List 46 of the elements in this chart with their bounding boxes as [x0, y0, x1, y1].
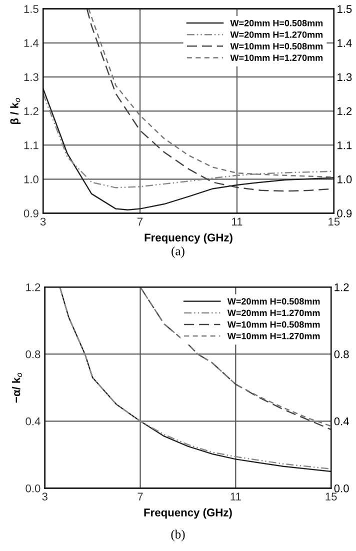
y-tick-label: 1.5 [24, 5, 38, 13]
x-tick-label: 11 [232, 218, 242, 226]
line-series [43, 93, 334, 188]
text: (a) [172, 246, 184, 258]
y-tick-label: 1.2 [24, 107, 38, 116]
x-tick-label: 7 [138, 492, 143, 500]
legend-label: W=10mm H=0.508mm [230, 43, 323, 50]
legend-label: W=20mm H=0.508mm [230, 20, 323, 26]
y-tick-label: 1.2 [26, 283, 40, 292]
y-tick-label: 1.1 [24, 141, 38, 150]
legend-label: W=10mm H=0.508mm [227, 321, 320, 328]
y2-tick-label: 0.0 [334, 484, 349, 492]
y2-tick-label: 1.5 [338, 5, 352, 13]
x-axis-title: Frequency (GHz) [144, 508, 232, 519]
legend-label: W=10mm H=1.270mm [227, 332, 320, 340]
legend-label: W=10mm H=1.270mm [230, 54, 323, 62]
x-tick-label: 7 [138, 218, 143, 226]
y-tick-label: 1.4 [24, 39, 39, 47]
y-tick-label: 0.0 [26, 484, 40, 492]
y2-tick-label: 0.8 [334, 350, 349, 358]
x-tick-label: 15 [326, 492, 337, 501]
y2-tick-label: 0.9 [337, 210, 352, 218]
legend-label: W=20mm H=1.270mm [227, 310, 320, 316]
x-tick-label: 3 [42, 492, 48, 501]
y-tick-label: 1.3 [24, 73, 38, 82]
y2-tick-label: 0.4 [334, 417, 349, 426]
y2-tick-label: 1.1 [338, 141, 352, 150]
legend-label: W=20mm H=1.270mm [230, 31, 323, 38]
y-tick-label: 0.8 [26, 350, 40, 358]
y2-tick-label: 1.0 [338, 175, 352, 184]
x-tick-label: 11 [230, 492, 241, 500]
y2-tick-label: 1.3 [338, 73, 352, 82]
y2-tick-label: 1.2 [334, 283, 349, 292]
y-axis-title: β / k$_{o}$ [10, 98, 21, 124]
line-series [43, 88, 334, 210]
y-tick-label: 0.9 [24, 210, 38, 218]
x-axis-title: Frequency (GHz) [144, 233, 232, 244]
y2-tick-label: 1.2 [338, 107, 352, 116]
legend-label: W=20mm H=0.508mm [227, 298, 320, 305]
y2-tick-label: 1.4 [338, 39, 352, 47]
x-tick-label: 15 [328, 218, 340, 226]
text: (b) [171, 530, 185, 542]
y-tick-label: 1.0 [24, 175, 38, 184]
y-tick-label: 0.4 [26, 417, 40, 426]
y-axis-title: −α/ k$_{o}$ [12, 372, 22, 403]
x-tick-label: 3 [40, 218, 46, 226]
